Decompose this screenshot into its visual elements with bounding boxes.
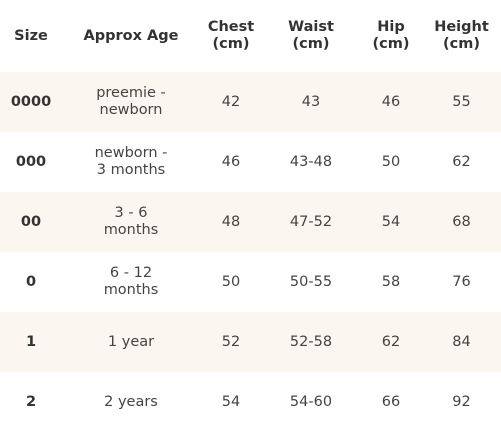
cell-size: 2	[25, 393, 37, 410]
cell-age-line2: newborn	[99, 102, 163, 118]
header-approx-age-label: Approx Age	[83, 27, 179, 44]
header-height-label: Height	[434, 19, 489, 35]
cell-height: 55	[452, 93, 471, 110]
cell-approx-age: preemie - newborn	[62, 72, 200, 132]
cell-waist: 54-60	[289, 393, 333, 410]
cell-age-line1: 3 - 6	[114, 205, 148, 221]
cell-height: 68	[452, 213, 471, 230]
header-chest-unit: (cm)	[212, 36, 250, 52]
cell-waist: 43-48	[289, 153, 333, 170]
cell-chest: 48	[221, 213, 241, 230]
cell-height: 76	[452, 273, 471, 290]
table-row: 000 newborn - 3 months 46 43-48 50 62	[0, 132, 501, 192]
cell-age-line2: 3 months	[96, 162, 166, 178]
header-waist-label: Waist	[288, 19, 334, 35]
cell-height: 92	[452, 393, 471, 410]
cell-size: 0000	[10, 93, 52, 110]
table-row: 00 3 - 6 months 48 47-52 54 68	[0, 192, 501, 252]
header-hip-unit: (cm)	[372, 36, 410, 52]
cell-hip: 62	[381, 333, 401, 350]
cell-approx-age: newborn - 3 months	[62, 132, 200, 192]
cell-waist: 43	[301, 93, 321, 110]
header-approx-age: Approx Age	[62, 0, 200, 72]
header-waist-unit: (cm)	[292, 36, 330, 52]
cell-approx-age: 2 years	[62, 372, 200, 432]
header-waist: Waist (cm)	[262, 0, 360, 72]
cell-age-line1: newborn -	[94, 145, 168, 161]
cell-chest: 42	[221, 93, 241, 110]
header-hip-label: Hip	[377, 19, 405, 35]
cell-age-line1: 2 years	[104, 393, 158, 410]
table-header: Size Approx Age Chest (cm) Waist (cm) Hi…	[0, 0, 501, 72]
cell-hip: 58	[381, 273, 401, 290]
cell-chest: 50	[221, 273, 241, 290]
header-row: Size Approx Age Chest (cm) Waist (cm) Hi…	[0, 0, 501, 72]
cell-age-line1: 1 year	[107, 333, 155, 350]
table-row: 0000 preemie - newborn 42 43 46 55	[0, 72, 501, 132]
cell-size: 00	[20, 213, 42, 230]
header-chest: Chest (cm)	[200, 0, 262, 72]
cell-age-line2: months	[103, 282, 159, 298]
table-row: 1 1 year 52 52-58 62 84	[0, 312, 501, 372]
cell-chest: 54	[221, 393, 241, 410]
cell-height: 62	[452, 153, 471, 170]
cell-hip: 46	[381, 93, 401, 110]
header-chest-label: Chest	[207, 19, 255, 35]
cell-age-line1: preemie -	[96, 85, 166, 101]
header-height-unit: (cm)	[443, 36, 480, 52]
cell-hip: 50	[381, 153, 401, 170]
header-hip: Hip (cm)	[360, 0, 422, 72]
table-body: 0000 preemie - newborn 42 43 46 55 000 n…	[0, 72, 501, 432]
cell-chest: 52	[221, 333, 241, 350]
cell-approx-age: 3 - 6 months	[62, 192, 200, 252]
cell-height: 84	[452, 333, 471, 350]
cell-size: 000	[15, 153, 47, 170]
cell-approx-age: 6 - 12 months	[62, 252, 200, 312]
cell-size: 0	[25, 273, 37, 290]
header-height: Height (cm)	[422, 0, 501, 72]
cell-age-line2: months	[103, 222, 159, 238]
table-row: 0 6 - 12 months 50 50-55 58 76	[0, 252, 501, 312]
cell-size: 1	[25, 333, 37, 350]
cell-waist: 52-58	[289, 333, 333, 350]
cell-hip: 54	[381, 213, 401, 230]
header-size: Size	[0, 0, 62, 72]
cell-waist: 47-52	[289, 213, 333, 230]
cell-age-line1: 6 - 12	[109, 265, 153, 281]
cell-hip: 66	[381, 393, 401, 410]
cell-approx-age: 1 year	[62, 312, 200, 372]
cell-chest: 46	[221, 153, 241, 170]
table-row: 2 2 years 54 54-60 66 92	[0, 372, 501, 432]
header-size-label: Size	[14, 27, 48, 44]
cell-waist: 50-55	[289, 273, 333, 290]
